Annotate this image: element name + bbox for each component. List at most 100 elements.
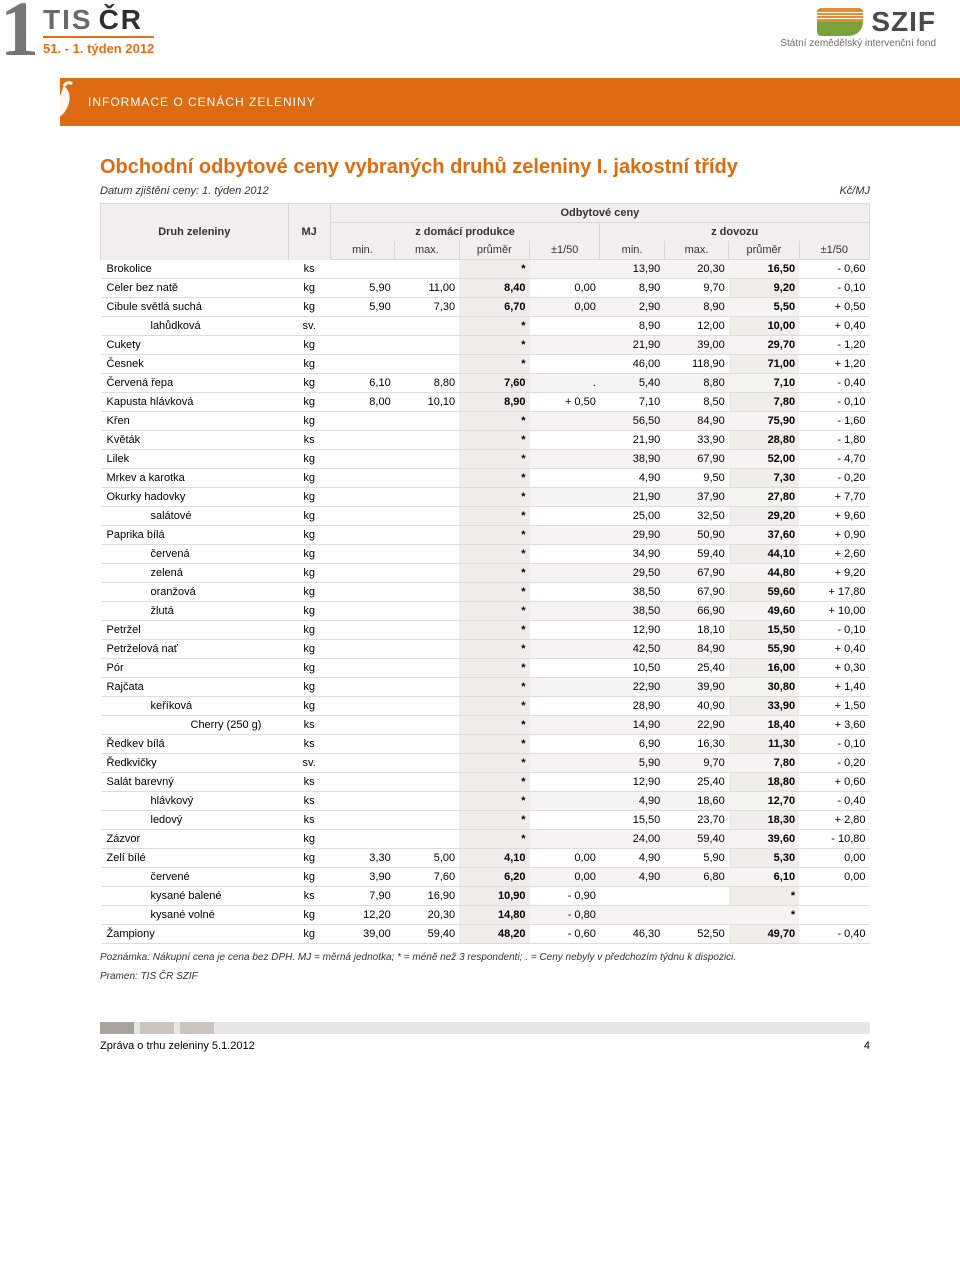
- cell-value: 4,90: [600, 469, 664, 488]
- cell-value: 4,90: [600, 868, 664, 887]
- cell-value: kg: [288, 412, 330, 431]
- th-i-min: min.: [600, 241, 664, 260]
- cell-value: - 0,80: [530, 906, 600, 925]
- page-indicator: 1: [0, 0, 39, 59]
- cell-value: kg: [288, 488, 330, 507]
- table-row: Ředkev bíláks*6,9016,3011,30- 0,10: [101, 735, 870, 754]
- cell-name: Rajčata: [101, 678, 289, 697]
- cell-name: hlávkový: [101, 792, 289, 811]
- cell-value: 27,80: [729, 488, 799, 507]
- cell-value: [395, 450, 459, 469]
- cell-value: 52,00: [729, 450, 799, 469]
- cell-value: [395, 431, 459, 450]
- cell-name: lahůdková: [101, 317, 289, 336]
- cell-value: 8,40: [459, 279, 529, 298]
- cell-value: [330, 735, 394, 754]
- cell-value: 44,10: [729, 545, 799, 564]
- cell-value: 39,00: [330, 925, 394, 944]
- cell-value: [530, 735, 600, 754]
- cell-value: + 1,20: [799, 355, 869, 374]
- cell-value: *: [459, 811, 529, 830]
- cell-value: 16,50: [729, 260, 799, 279]
- cell-value: 9,70: [664, 754, 728, 773]
- cell-value: 38,50: [600, 602, 664, 621]
- cell-value: *: [459, 697, 529, 716]
- cell-value: 10,00: [729, 317, 799, 336]
- cell-value: kg: [288, 526, 330, 545]
- cell-value: 38,50: [600, 583, 664, 602]
- cell-value: *: [459, 526, 529, 545]
- table-row: oranžovákg*38,5067,9059,60+ 17,80: [101, 583, 870, 602]
- cell-name: Celer bez natě: [101, 279, 289, 298]
- table-row: zelenákg*29,5067,9044,80+ 9,20: [101, 564, 870, 583]
- cell-value: 12,70: [729, 792, 799, 811]
- cell-value: kg: [288, 830, 330, 849]
- cell-value: kg: [288, 545, 330, 564]
- table-row: ledovýks*15,5023,7018,30+ 2,80: [101, 811, 870, 830]
- cell-value: [395, 621, 459, 640]
- cell-value: 6,90: [600, 735, 664, 754]
- cell-value: ks: [288, 716, 330, 735]
- cell-value: 67,90: [664, 450, 728, 469]
- cell-value: *: [459, 754, 529, 773]
- banner-text: INFORMACE O CENÁCH ZELENINY: [88, 95, 316, 109]
- cell-value: [330, 792, 394, 811]
- cell-value: kg: [288, 659, 330, 678]
- cell-name: ledový: [101, 811, 289, 830]
- cell-value: 8,80: [664, 374, 728, 393]
- cell-value: 8,90: [600, 279, 664, 298]
- cell-value: kg: [288, 336, 330, 355]
- cell-value: 40,90: [664, 697, 728, 716]
- cell-value: - 0,20: [799, 754, 869, 773]
- cell-value: kg: [288, 279, 330, 298]
- cell-value: 7,10: [600, 393, 664, 412]
- szif-subtitle: Státní zemědělský intervenční fond: [780, 38, 936, 49]
- cell-value: kg: [288, 450, 330, 469]
- cell-value: [395, 697, 459, 716]
- cell-name: Červená řepa: [101, 374, 289, 393]
- brand-cr: ČR: [99, 4, 143, 36]
- cell-value: *: [459, 336, 529, 355]
- cell-value: 8,50: [664, 393, 728, 412]
- th-d-avg: průměr: [459, 241, 529, 260]
- footer-right: 4: [864, 1040, 870, 1052]
- cell-value: - 0,10: [799, 393, 869, 412]
- cell-value: 5,90: [600, 754, 664, 773]
- cell-value: - 0,40: [799, 374, 869, 393]
- cell-value: 8,80: [395, 374, 459, 393]
- cell-name: žlutá: [101, 602, 289, 621]
- cell-value: 15,50: [600, 811, 664, 830]
- cell-value: 33,90: [664, 431, 728, 450]
- cell-value: *: [459, 317, 529, 336]
- cell-value: 29,90: [600, 526, 664, 545]
- table-row: červenékg3,907,606,200,004,906,806,100,0…: [101, 868, 870, 887]
- cell-value: + 2,60: [799, 545, 869, 564]
- th-d-max: max.: [395, 241, 459, 260]
- cell-value: sv.: [288, 754, 330, 773]
- cell-value: *: [459, 355, 529, 374]
- cell-value: [330, 678, 394, 697]
- cell-value: ks: [288, 260, 330, 279]
- table-row: Okurky hadovkykg*21,9037,9027,80+ 7,70: [101, 488, 870, 507]
- cell-value: - 0,40: [799, 925, 869, 944]
- cell-value: [395, 735, 459, 754]
- cell-value: kg: [288, 925, 330, 944]
- table-row: kysané volnékg12,2020,3014,80- 0,80*: [101, 906, 870, 925]
- cell-value: + 1,50: [799, 697, 869, 716]
- cell-name: Kapusta hlávková: [101, 393, 289, 412]
- cell-value: + 1,40: [799, 678, 869, 697]
- cell-value: 0,00: [799, 868, 869, 887]
- cell-value: [395, 526, 459, 545]
- cell-value: [530, 659, 600, 678]
- cell-value: [395, 830, 459, 849]
- cell-value: [530, 355, 600, 374]
- cell-name: Česnek: [101, 355, 289, 374]
- cell-name: keříková: [101, 697, 289, 716]
- table-row: hlávkovýks*4,9018,6012,70- 0,40: [101, 792, 870, 811]
- cell-value: 71,00: [729, 355, 799, 374]
- th-group: Odbytové ceny: [330, 204, 869, 223]
- cell-value: [330, 507, 394, 526]
- table-row: žlutákg*38,5066,9049,60+ 10,00: [101, 602, 870, 621]
- cell-value: [395, 488, 459, 507]
- cell-name: Mrkev a karotka: [101, 469, 289, 488]
